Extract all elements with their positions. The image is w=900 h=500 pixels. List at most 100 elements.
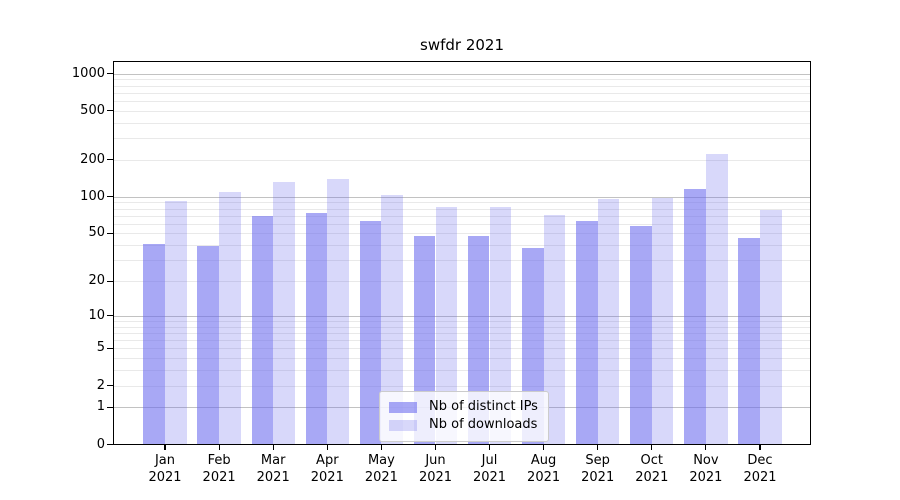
- x-tick-label-line: Nov: [693, 453, 719, 468]
- y-tick-mark: [107, 73, 113, 75]
- x-tick-label-line: 2021: [310, 470, 344, 485]
- x-tick-mark: [380, 445, 382, 450]
- bar-downloads: [705, 154, 728, 445]
- x-tick-label-line: 2021: [148, 470, 182, 485]
- x-tick-label: Dec 2021: [728, 452, 792, 486]
- gridline-minor: [113, 358, 811, 360]
- x-tick-label-line: 2021: [418, 470, 453, 485]
- gridline-minor: [113, 79, 811, 81]
- gridline-minor: [113, 370, 811, 372]
- y-tick-label: 1: [96, 399, 105, 415]
- y-tick-mark: [107, 280, 113, 282]
- x-tick-label-line: Jul: [481, 453, 498, 468]
- x-tick-label: Sep 2021: [566, 452, 630, 486]
- y-tick-label: 100: [80, 188, 105, 204]
- x-tick-label-line: Oct: [640, 453, 664, 468]
- x-tick-label-line: 2021: [527, 470, 561, 485]
- x-tick-label: Jan 2021: [133, 452, 197, 486]
- bar-distinct-ips: [197, 245, 220, 445]
- y-tick-label: 20: [88, 273, 105, 289]
- y-tick-label: 0: [96, 436, 105, 452]
- x-tick-mark: [651, 445, 653, 450]
- x-tick-mark: [272, 445, 274, 450]
- bar-downloads: [219, 192, 241, 445]
- y-tick-mark: [107, 347, 113, 349]
- gridline-minor: [113, 202, 811, 204]
- gridline-minor: [113, 101, 811, 102]
- x-tick-mark: [543, 445, 545, 450]
- x-tick-label-line: 2021: [635, 470, 669, 485]
- x-tick-label: Jun 2021: [404, 452, 468, 486]
- bar-downloads: [327, 178, 349, 445]
- x-tick-label-line: 2021: [472, 470, 507, 485]
- bar-downloads: [435, 206, 458, 445]
- y-tick-mark: [107, 196, 113, 198]
- x-tick-label-line: Feb: [207, 453, 231, 468]
- bar-downloads: [381, 195, 404, 445]
- y-tick-label: 200: [80, 151, 105, 167]
- y-tick-label: 5: [96, 340, 105, 356]
- x-tick-mark: [597, 445, 599, 450]
- x-tick-label-line: Apr: [316, 453, 339, 468]
- bar-distinct-ips: [251, 216, 274, 445]
- bar-distinct-ips: [738, 238, 760, 445]
- gridline-minor: [113, 326, 811, 328]
- x-tick-mark: [218, 445, 220, 450]
- bar-distinct-ips: [630, 226, 652, 445]
- x-tick-label: Mar 2021: [241, 452, 305, 486]
- x-tick-mark: [759, 445, 761, 450]
- y-tick-mark: [107, 443, 113, 446]
- y-tick-mark: [107, 406, 113, 408]
- bar-distinct-ips: [143, 244, 165, 445]
- bar-distinct-ips: [576, 220, 598, 445]
- plot-area: Nb of distinct IPs Nb of downloads: [113, 61, 811, 445]
- bar-downloads: [597, 198, 620, 445]
- bar-distinct-ips: [305, 213, 328, 445]
- y-tick-label: 50: [88, 225, 105, 241]
- gridline-minor: [113, 340, 811, 341]
- x-tick-label: May 2021: [349, 452, 413, 486]
- legend-item-downloads: Nb of downloads: [389, 417, 538, 433]
- bar-downloads: [760, 209, 782, 445]
- legend-swatch-distinct-ips: [389, 401, 417, 413]
- y-tick-mark: [107, 232, 113, 234]
- x-tick-label-line: Sep: [585, 453, 610, 468]
- gridline-minor: [113, 320, 811, 322]
- gridline-minor: [113, 159, 811, 161]
- y-tick-mark: [107, 315, 113, 317]
- gridline-minor: [113, 92, 811, 94]
- y-tick-label: 1000: [71, 65, 105, 81]
- gridline-minor: [113, 233, 811, 235]
- x-tick-label: Jul 2021: [458, 452, 522, 486]
- x-tick-label-line: May: [367, 453, 395, 468]
- legend-label-downloads: Nb of downloads: [429, 417, 538, 432]
- legend: Nb of distinct IPs Nb of downloads: [379, 391, 549, 442]
- gridline-minor: [113, 281, 811, 283]
- bar-downloads: [165, 201, 187, 445]
- x-tick-label-line: Jun: [425, 453, 446, 468]
- bar-downloads: [651, 197, 674, 445]
- y-tick-label: 500: [80, 102, 105, 118]
- gridline-minor: [113, 348, 811, 350]
- chart-title: swfdr 2021: [420, 36, 504, 54]
- x-tick-label-line: 2021: [743, 470, 777, 485]
- x-tick-label-line: Jan: [154, 453, 176, 468]
- gridline-major: [113, 315, 811, 317]
- x-tick-label-line: Dec: [747, 453, 773, 468]
- y-tick-label: 2: [96, 377, 105, 393]
- y-tick-mark: [107, 110, 113, 112]
- x-tick-label: Apr 2021: [295, 452, 359, 486]
- bar-distinct-ips: [359, 220, 382, 445]
- gridline-minor: [113, 215, 811, 217]
- x-tick-label-line: 2021: [689, 470, 723, 485]
- y-tick-label: 10: [88, 307, 105, 323]
- x-tick-label-line: Mar: [260, 453, 286, 468]
- x-tick-mark: [164, 445, 166, 450]
- gridline-minor: [113, 138, 811, 140]
- gridline-minor: [113, 223, 811, 225]
- gridline-minor: [113, 385, 811, 387]
- gridline-minor: [113, 110, 811, 112]
- legend-label-distinct-ips: Nb of distinct IPs: [429, 399, 538, 414]
- x-tick-mark: [488, 445, 491, 450]
- gridline-minor: [113, 245, 811, 247]
